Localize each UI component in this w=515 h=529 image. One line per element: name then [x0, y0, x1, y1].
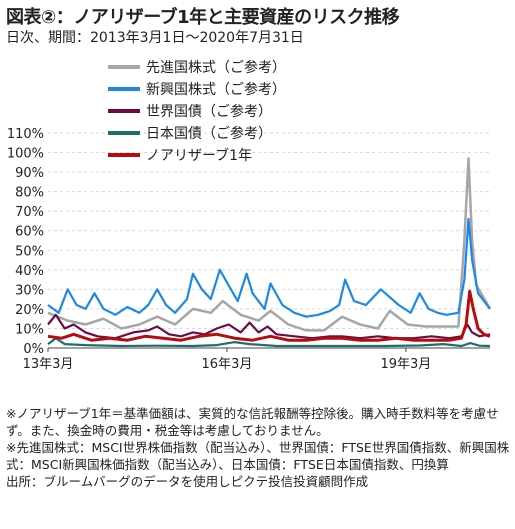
footnote-2: ※先進国株式：MSCI世界株価指数（配当込み）、世界国債：FTSE世界国債指数、… [6, 440, 510, 472]
series-line [47, 157, 492, 332]
x-axis: 13年3月 16年3月 19年3月 [23, 347, 490, 372]
y-tick-label: 60% [15, 225, 44, 240]
y-tick-label: 30% [15, 283, 44, 298]
x-tick-label: 19年3月 [380, 357, 431, 372]
legend-label: 世界国債（ご参考） [146, 103, 272, 120]
y-tick-label: 100% [7, 147, 44, 162]
footnote-1: ※ノアリザーブ1年＝基準価額は、実質的な信託報酬等控除後。購入時手数料等を考慮せ… [6, 406, 499, 438]
footnote-source: 出所：ブルームバーグのデータを使用しピクテ投信投資顧問作成 [6, 474, 369, 489]
line-chart: 0% 10% 20% 30% 40% 50% 60% 70% 80% 90% 100% 110% 13… [7, 59, 492, 372]
legend-label: 先進国株式（ご参考） [146, 59, 286, 76]
y-tick-label: 10% [15, 322, 44, 337]
series-line [47, 337, 491, 348]
footnotes: ※ノアリザーブ1年＝基準価額は、実質的な信託報酬等控除後。購入時手数料等を考慮せ… [6, 405, 511, 490]
y-tick-label: 50% [15, 244, 44, 259]
y-tick-label: 80% [15, 186, 44, 201]
series-group [47, 157, 492, 348]
chart-subtitle: 日次、期間：2013年3月1日～2020年7月31日 [6, 30, 304, 46]
series-line [47, 289, 491, 342]
chart-title: 図表②：ノアリザーブ1年と主要資産のリスク推移 [6, 7, 400, 28]
y-tick-label: 40% [15, 264, 44, 279]
legend-label: ノアリザーブ1年 [146, 147, 252, 164]
grid-lines [48, 132, 490, 349]
x-tick-label: 16年3月 [202, 357, 253, 372]
y-tick-label: 20% [15, 303, 44, 318]
legend-label: 新興国株式（ご参考） [146, 81, 286, 98]
y-tick-label: 0% [23, 342, 44, 357]
legend: 先進国株式（ご参考） 新興国株式（ご参考） 世界国債（ご参考） 日本国債（ご参考） ノア… [108, 59, 286, 164]
y-axis: 0% 10% 20% 30% 40% 50% 60% 70% 80% 90% 100% 110% [7, 127, 44, 357]
y-tick-label: 70% [15, 205, 44, 220]
x-tick-label: 13年3月 [23, 357, 74, 372]
series-line [47, 217, 491, 318]
y-tick-label: 110% [7, 127, 44, 142]
y-tick-label: 90% [15, 166, 44, 181]
legend-label: 日本国債（ご参考） [146, 125, 272, 142]
